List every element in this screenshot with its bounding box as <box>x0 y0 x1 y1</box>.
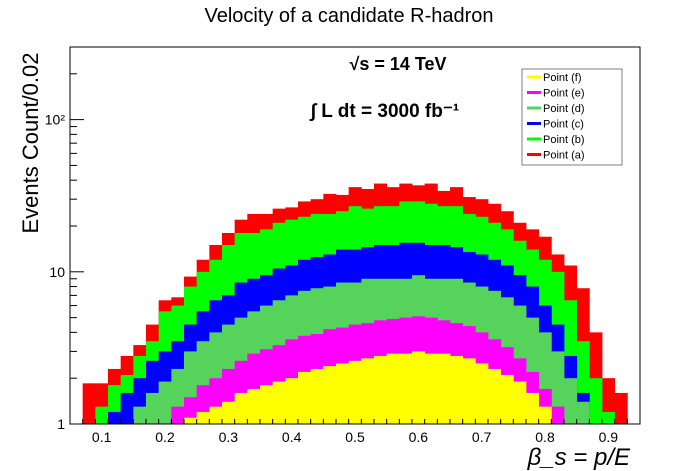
bar-point-d-37 <box>551 351 565 424</box>
bar-point-f-17 <box>298 371 312 424</box>
bar-point-f-14 <box>260 385 274 424</box>
bar-point-d-4 <box>133 406 147 424</box>
legend-label: Point (c) <box>543 119 584 131</box>
chart-title: Velocity of a candidate R-hadron <box>204 5 493 27</box>
x-tick-label: 0.6 <box>409 429 429 445</box>
bar-point-c-3 <box>120 392 134 424</box>
bar-point-f-21 <box>348 360 362 424</box>
y-tick-label: 10 <box>49 264 65 280</box>
bar-point-f-28 <box>437 353 451 424</box>
bar-point-f-36 <box>538 406 552 424</box>
y-tick-label: 1 <box>57 416 65 432</box>
bar-point-d-38 <box>564 378 578 424</box>
x-axis: 0.1 0.2 0.3 0.4 0.5 0.6 0.7 0.8 0.9 <box>69 419 641 445</box>
bar-point-f-25 <box>399 353 413 424</box>
legend: Point (f) Point (e) Point (d) Point (c) Poin… <box>521 68 623 166</box>
bar-point-f-31 <box>475 363 489 424</box>
bar-point-f-29 <box>450 355 464 424</box>
y-tick-label: 10² <box>45 112 66 128</box>
bar-point-f-26 <box>412 351 426 424</box>
x-tick-label: 0.4 <box>282 429 302 445</box>
histogram-bars <box>82 183 628 424</box>
plot-frame <box>69 46 641 425</box>
bar-point-f-30 <box>462 358 476 424</box>
bar-point-b-40 <box>589 378 603 424</box>
bar-point-f-12 <box>234 392 248 424</box>
x-tick-label: 0.3 <box>219 429 239 445</box>
bar-point-b-1 <box>95 406 109 424</box>
bar-point-e-7 <box>171 406 185 424</box>
bar-point-f-18 <box>310 368 324 424</box>
x-tick-label: 0.5 <box>345 429 365 445</box>
bar-point-e-37 <box>551 406 565 424</box>
x-tick-label: 0.8 <box>535 429 555 445</box>
annotation-energy: √s = 14 TeV <box>349 54 446 74</box>
bar-point-f-15 <box>272 381 286 424</box>
bar-point-a-42 <box>614 392 628 424</box>
x-axis-label: β_s = p/E <box>527 444 631 471</box>
legend-label: Point (e) <box>543 88 585 100</box>
bar-point-f-16 <box>285 378 299 424</box>
bar-point-f-27 <box>424 353 438 424</box>
legend-box <box>521 68 623 166</box>
bar-point-f-9 <box>196 411 210 424</box>
bar-point-d-39 <box>576 401 590 424</box>
legend-label: Point (a) <box>543 150 585 162</box>
legend-label: Point (f) <box>543 72 582 84</box>
bar-point-f-20 <box>336 363 350 424</box>
bar-point-f-35 <box>526 392 540 424</box>
y-axis: 1 10 10² <box>45 46 84 432</box>
x-tick-label: 0.2 <box>155 429 175 445</box>
bar-point-f-34 <box>513 381 527 424</box>
x-tick-label: 0.1 <box>92 429 112 445</box>
bar-point-c-2 <box>108 411 122 424</box>
bar-point-f-10 <box>209 406 223 424</box>
annotation-luminosity: ∫ L dt = 3000 fb⁻¹ <box>309 101 459 122</box>
legend-label: Point (d) <box>543 103 585 115</box>
bar-point-f-11 <box>222 401 236 424</box>
bar-point-f-8 <box>184 417 198 424</box>
bar-point-f-19 <box>323 366 337 424</box>
bar-point-a-0 <box>82 383 96 424</box>
bar-point-f-13 <box>247 388 261 424</box>
y-axis-label: Events Count/0.02 <box>18 52 43 233</box>
x-tick-label: 0.7 <box>472 429 492 445</box>
bar-point-f-23 <box>374 355 388 424</box>
bar-point-d-6 <box>158 381 172 424</box>
bar-point-f-24 <box>386 353 400 424</box>
legend-label: Point (b) <box>543 134 585 146</box>
bar-point-e-8 <box>184 397 198 424</box>
x-tick-label: 0.9 <box>599 429 619 445</box>
bar-point-f-32 <box>488 368 502 424</box>
bar-point-f-22 <box>361 358 375 424</box>
bar-point-d-5 <box>146 392 160 424</box>
bar-point-f-33 <box>500 374 514 424</box>
bar-point-b-41 <box>602 411 616 424</box>
